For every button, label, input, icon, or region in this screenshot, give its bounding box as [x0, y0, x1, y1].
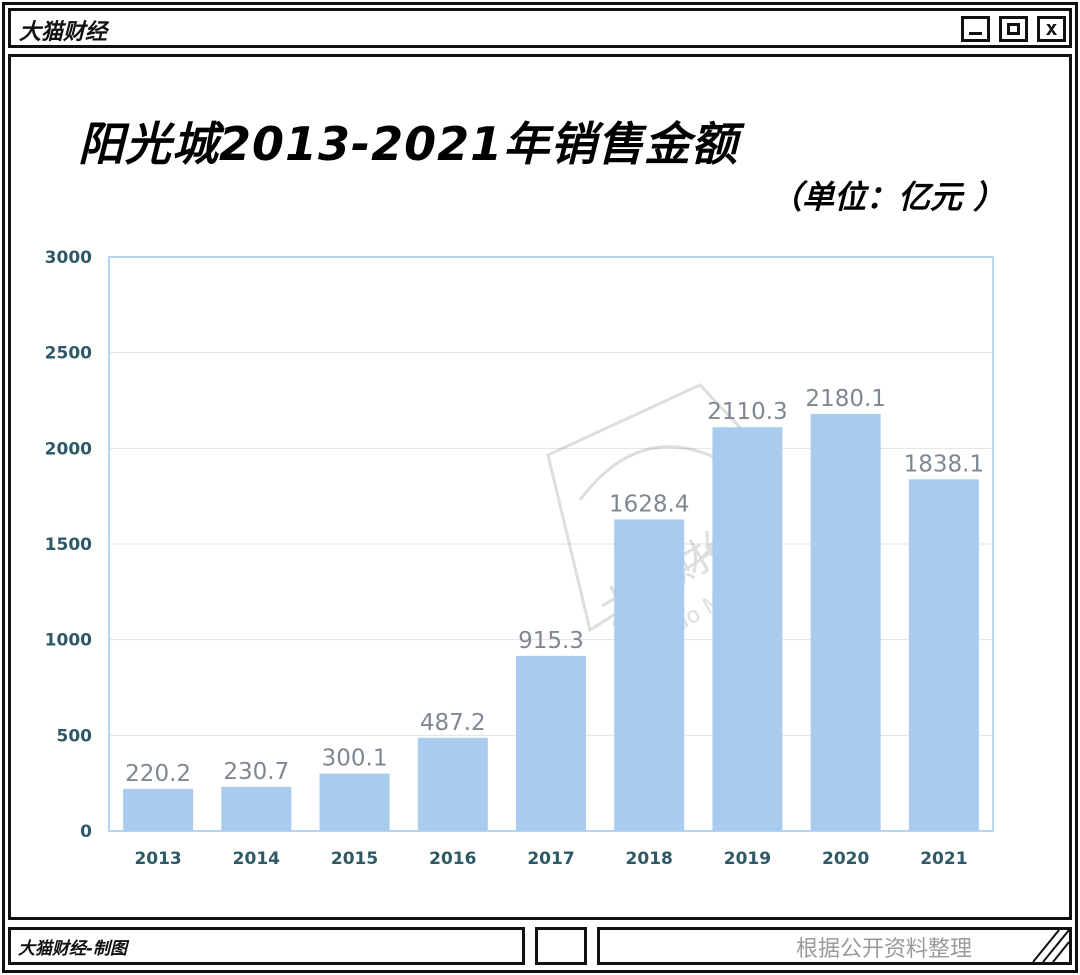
y-tick-label: 0 — [80, 822, 92, 842]
x-tick-label: 2020 — [822, 849, 869, 869]
footer-blank-box — [535, 927, 587, 965]
bar-2021 — [908, 479, 979, 831]
value-label: 230.7 — [223, 759, 289, 785]
x-tick-label: 2013 — [134, 849, 181, 869]
close-icon: x — [1045, 16, 1058, 40]
x-tick-label: 2014 — [233, 849, 280, 869]
y-tick-label: 1500 — [45, 535, 92, 555]
y-tick-label: 3000 — [45, 248, 92, 268]
value-label: 915.3 — [518, 628, 584, 654]
bar-2020 — [810, 413, 881, 831]
y-tick-label: 500 — [57, 726, 93, 746]
bar-2014 — [221, 786, 292, 831]
close-button[interactable]: x — [1037, 16, 1066, 42]
x-tick-label: 2017 — [527, 849, 574, 869]
value-label: 1838.1 — [904, 451, 984, 477]
title-bar: 大猫财经 x — [8, 8, 1072, 48]
bar-2019 — [712, 427, 783, 831]
bar-2016 — [417, 737, 488, 831]
footer-source-box: 根据公开资料整理 — [597, 927, 1072, 965]
bar-2015 — [319, 773, 390, 831]
value-label: 220.2 — [125, 761, 191, 787]
value-label: 1628.4 — [609, 491, 689, 517]
bar-2017 — [516, 655, 586, 831]
value-label: 300.1 — [322, 746, 388, 772]
window-title: 大猫财经 — [19, 20, 108, 45]
value-label: 2180.1 — [805, 386, 885, 412]
bar-2018 — [614, 519, 685, 831]
y-tick-label: 1000 — [45, 631, 92, 651]
footer-credit: 大猫财经-制图 — [18, 939, 128, 959]
bar-2013 — [123, 788, 194, 831]
footer-credit-box: 大猫财经-制图 — [8, 927, 525, 965]
x-tick-label: 2018 — [626, 849, 673, 869]
maximize-button[interactable] — [999, 16, 1028, 42]
chart-unit-label: （单位：亿元 ） — [770, 178, 1006, 216]
x-tick-label: 2015 — [331, 849, 378, 869]
x-tick-label: 2019 — [724, 849, 771, 869]
y-tick-label: 2500 — [45, 344, 92, 364]
hatch-stripes-icon — [1032, 930, 1069, 962]
y-tick-label: 2000 — [45, 439, 92, 459]
value-label: 2110.3 — [707, 399, 787, 425]
value-label: 487.2 — [420, 710, 486, 736]
x-tick-label: 2021 — [920, 849, 967, 869]
x-tick-label: 2016 — [429, 849, 476, 869]
footer-source: 根据公开资料整理 — [796, 937, 973, 962]
minimize-button[interactable] — [961, 16, 990, 42]
chart-title: 阳光城2013-2021年销售金额 — [78, 117, 739, 171]
